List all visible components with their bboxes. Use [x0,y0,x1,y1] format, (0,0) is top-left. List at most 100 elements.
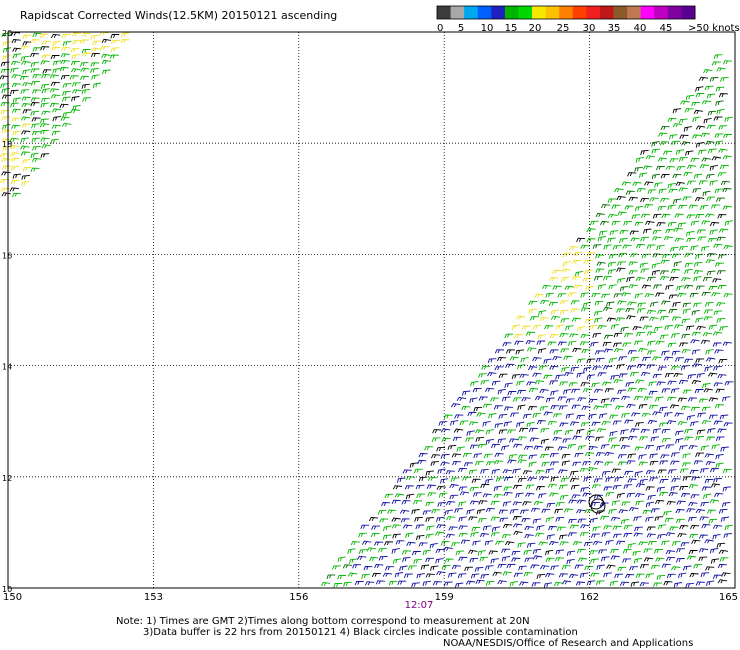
wind-barb [61,122,72,127]
wind-barb [521,518,531,523]
wind-barb [705,140,715,146]
wind-barb [635,483,646,488]
wind-barb [626,365,636,371]
wind-barb [675,181,685,186]
wind-barb [417,459,427,465]
wind-barb [657,157,668,162]
wind-barb [706,196,716,202]
wind-barb [515,349,525,355]
wind-barb [536,573,546,579]
wind-barb [617,454,627,459]
wind-barb [573,252,583,257]
wind-barb [628,270,638,275]
wind-barb [543,411,553,416]
wind-barb [680,365,690,371]
legend-color-bar [436,5,696,20]
wind-barb [497,563,507,569]
wind-barb [611,204,621,209]
wind-barb [627,542,636,549]
wind-barb [352,564,362,569]
wind-barb [606,317,616,322]
wind-barb [404,485,414,490]
wind-barb [692,116,701,123]
wind-barb [561,276,570,283]
wind-barb [651,141,660,147]
wind-barb [634,526,643,532]
wind-barb [523,572,533,577]
wind-barb [705,213,715,218]
wind-barb [659,334,669,340]
wind-barb [70,60,80,66]
longitude-labels: 150 153 156 159 162 165 [3,592,738,603]
wind-barb [667,342,677,348]
wind-barb [682,453,691,459]
wind-barb [364,581,375,586]
wind-barb [11,108,21,113]
wind-barb [521,325,531,330]
wind-barb [714,262,724,267]
wind-barb [478,373,487,378]
wind-barb [11,83,21,88]
wind-barb [424,446,434,451]
wind-barb [675,558,685,563]
wind-barb [491,380,501,386]
wind-barb [710,204,720,209]
wind-barb [32,32,42,38]
wind-barb [605,476,614,483]
wind-barb [682,565,692,571]
wind-barb [80,67,90,72]
wind-barb [702,277,712,282]
wind-barb [596,261,606,266]
wind-barb [580,487,589,493]
wind-barb [629,230,639,235]
wind-barb [437,501,447,507]
wind-barb [607,237,616,243]
wind-barb [460,539,470,544]
wind-barb [649,316,659,321]
wind-barb [537,348,547,354]
wind-barb [656,244,665,251]
wind-barb [589,220,599,226]
wind-barb [647,189,657,195]
wind-barb [91,47,101,52]
wind-barb [661,540,670,546]
wind-barb [695,317,704,323]
wind-barb [399,509,410,514]
legend-swatch [450,6,465,19]
wind-barb [590,533,600,538]
wind-barb [537,334,546,340]
wind-barb [471,526,481,532]
wind-barb [451,453,461,458]
wind-barb [518,565,527,571]
wind-barb [596,428,607,433]
wind-barb [600,398,610,404]
wind-barb [709,548,719,554]
wind-barb [704,85,714,91]
wind-barb [566,558,575,565]
wind-barb [639,172,648,178]
wind-barb [561,366,570,373]
wind-barb [642,165,653,170]
wind-barb [561,453,571,459]
wind-barb [656,381,666,386]
wind-barb [576,548,586,554]
wind-barb [560,348,570,353]
wind-barb [525,340,535,345]
wind-barb [435,558,444,564]
wind-barb [416,493,426,498]
wind-barb [565,325,574,331]
wind-barb [617,277,626,284]
wind-barb [121,32,130,38]
wind-barb [458,516,467,522]
wind-barb [101,69,111,75]
wind-barb [543,374,553,380]
wind-barb [381,502,391,507]
wind-barb [476,412,486,417]
wind-barb [437,468,446,475]
wind-barb [90,34,100,40]
wind-barb [391,517,401,522]
wind-barb [624,419,634,424]
wind-barb [647,340,656,347]
wind-barb [679,525,689,530]
wind-barb [608,509,617,515]
